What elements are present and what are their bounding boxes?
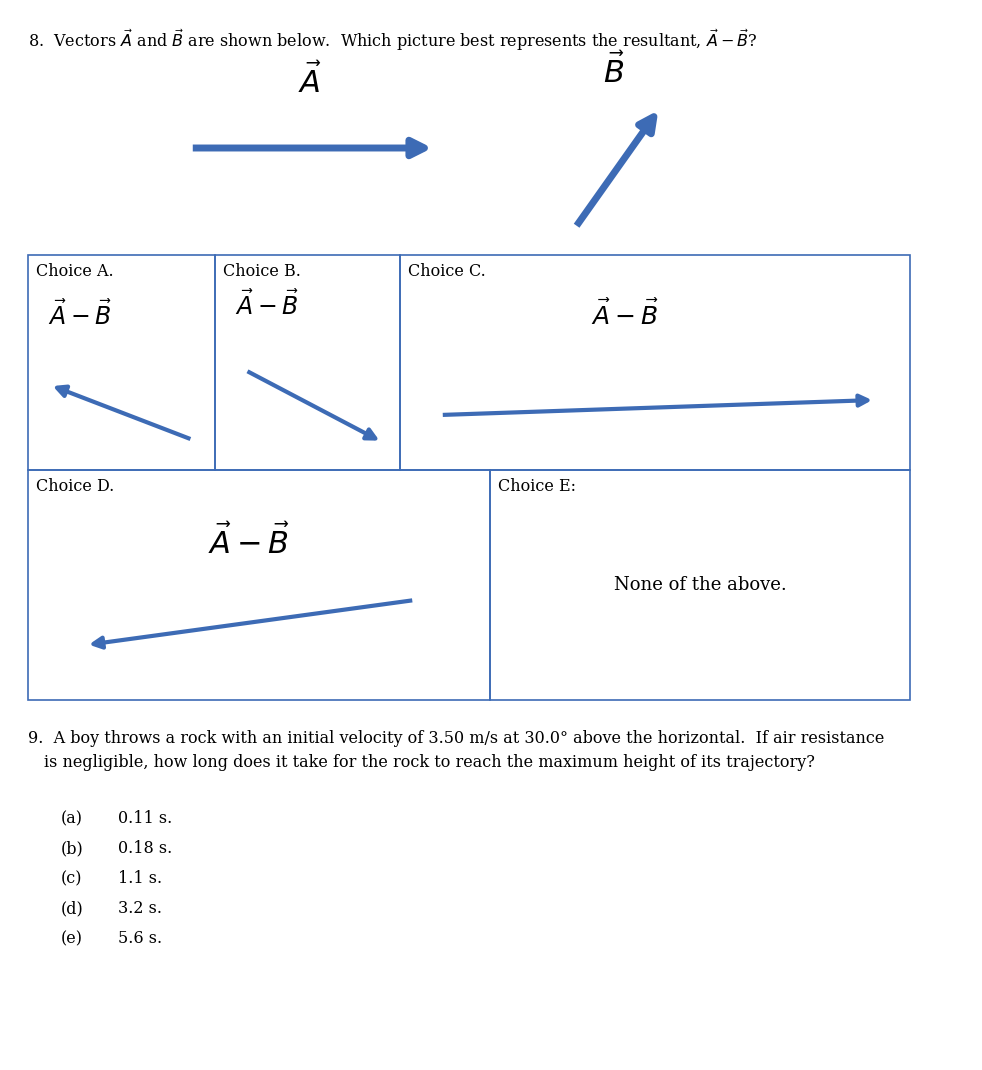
Text: (d): (d): [61, 900, 83, 917]
Text: 5.6 s.: 5.6 s.: [118, 930, 162, 947]
Bar: [400, 255, 910, 470]
Text: $\vec{A} - \vec{B}$: $\vec{A} - \vec{B}$: [235, 290, 299, 320]
Text: Choice D.: Choice D.: [36, 478, 114, 495]
Text: Choice A.: Choice A.: [36, 263, 114, 280]
Text: 1.1 s.: 1.1 s.: [118, 870, 162, 887]
Text: (c): (c): [61, 870, 82, 887]
Text: 0.11 s.: 0.11 s.: [118, 810, 172, 827]
Bar: [28, 255, 215, 470]
Text: $\vec{A} - \vec{B}$: $\vec{A} - \vec{B}$: [591, 300, 659, 330]
Text: 8.  Vectors $\vec{A}$ and $\vec{B}$ are shown below.  Which picture best represe: 8. Vectors $\vec{A}$ and $\vec{B}$ are s…: [28, 28, 757, 54]
Text: (a): (a): [61, 810, 83, 827]
Text: (b): (b): [61, 840, 83, 857]
Text: Choice B.: Choice B.: [223, 263, 300, 280]
Text: $\vec{A} - \vec{B}$: $\vec{A} - \vec{B}$: [48, 300, 112, 330]
Bar: [28, 470, 490, 700]
Text: is negligible, how long does it take for the rock to reach the maximum height of: is negligible, how long does it take for…: [44, 754, 815, 771]
Bar: [490, 470, 910, 700]
Text: $\vec{B}$: $\vec{B}$: [603, 54, 625, 90]
Text: Choice C.: Choice C.: [408, 263, 486, 280]
Text: (e): (e): [61, 930, 83, 947]
Text: 9.  A boy throws a rock with an initial velocity of 3.50 m/s at 30.0° above the : 9. A boy throws a rock with an initial v…: [28, 730, 885, 747]
Text: 0.18 s.: 0.18 s.: [118, 840, 172, 857]
Text: 3.2 s.: 3.2 s.: [118, 900, 162, 917]
Text: None of the above.: None of the above.: [614, 576, 787, 594]
Text: Choice E:: Choice E:: [498, 478, 576, 495]
Text: $\vec{A}$: $\vec{A}$: [299, 64, 322, 100]
Bar: [215, 255, 400, 470]
Text: $\vec{A} - \vec{B}$: $\vec{A} - \vec{B}$: [208, 525, 290, 561]
